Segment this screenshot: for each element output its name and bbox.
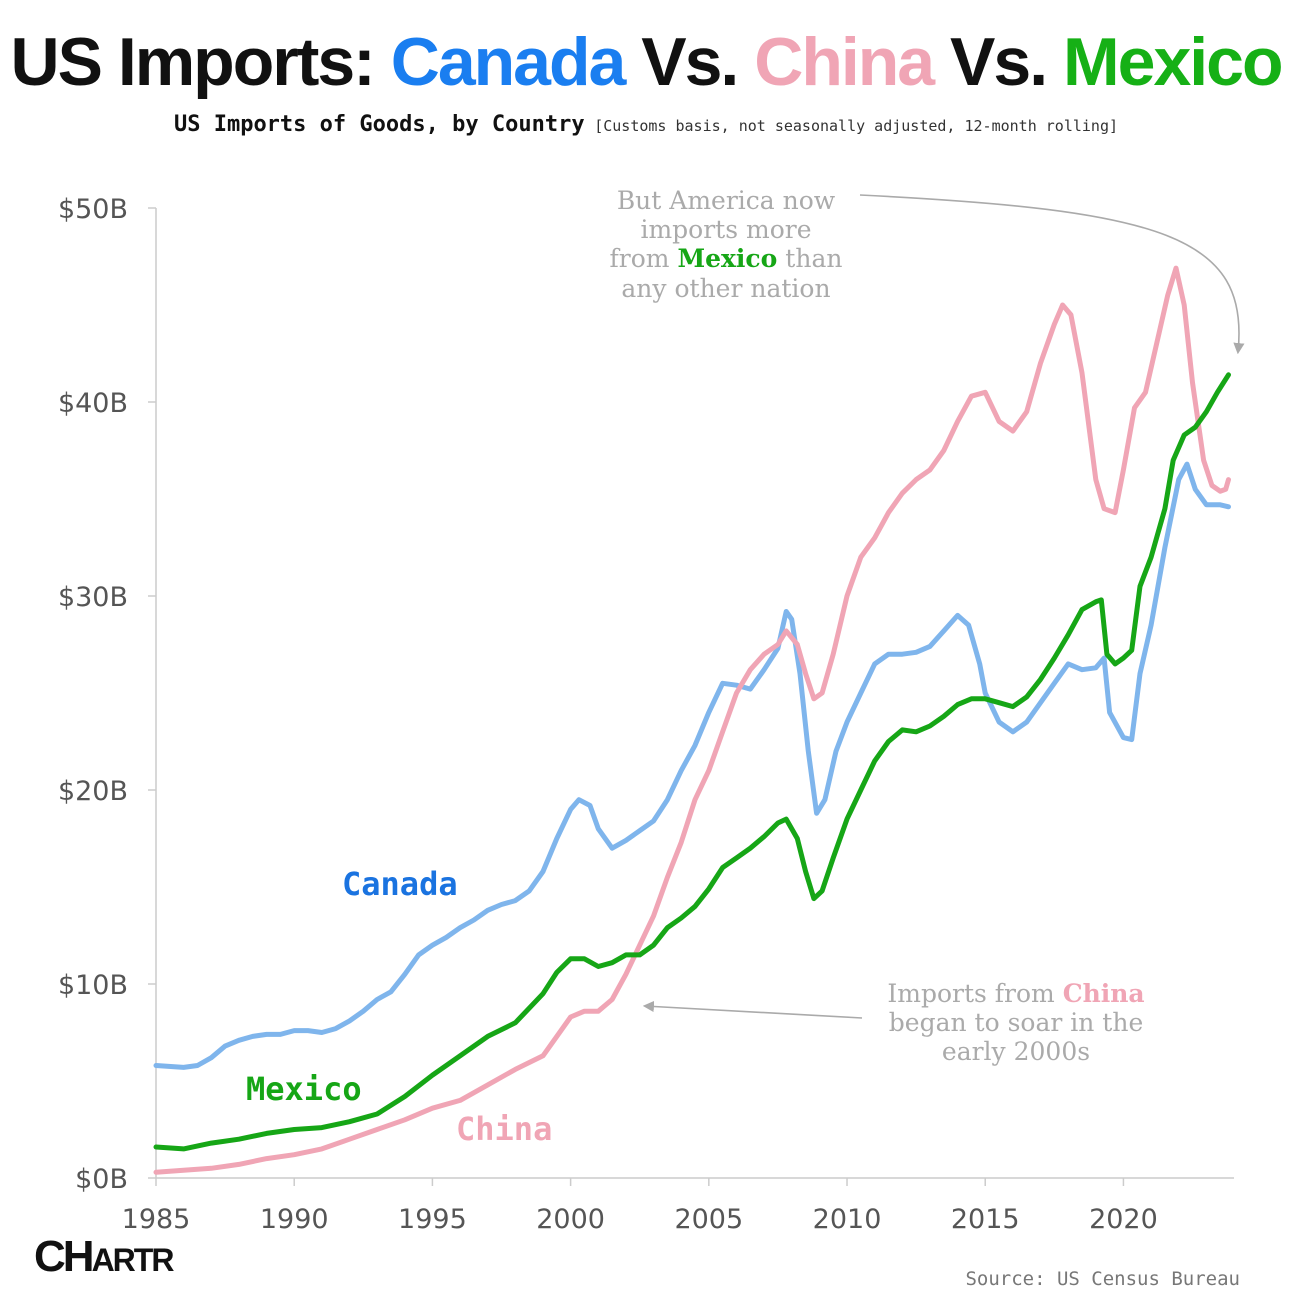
annotations: But America now imports more from Mexico… — [610, 186, 1245, 1066]
mexico-annotation-line-2: imports more — [640, 215, 811, 244]
chart-title: US Imports: Canada Vs. China Vs. Mexico — [0, 22, 1292, 102]
x-tick-label: 2005 — [674, 1204, 743, 1235]
series-label-china: China — [456, 1110, 552, 1148]
y-tick-label: $30B — [58, 582, 128, 613]
x-tick-label: 1990 — [260, 1204, 329, 1235]
x-tick-label: 1985 — [122, 1204, 191, 1235]
mexico-annotation-highlight: Mexico — [677, 244, 777, 273]
china-annotation-highlight: China — [1063, 979, 1145, 1008]
y-tick-label: $50B — [58, 194, 128, 225]
title-prefix: US Imports: — [10, 24, 391, 100]
mexico-annotation-than: than — [785, 244, 842, 273]
mexico-annotation-line-4: any other nation — [621, 274, 830, 303]
x-tick-label: 2010 — [813, 1204, 882, 1235]
mexico-annotation-line-3: from Mexico than — [610, 244, 843, 273]
mexico-annotation-arrow — [859, 194, 1245, 355]
series-line-china — [153, 265, 1231, 1175]
mexico-annotation-from: from — [610, 244, 670, 273]
y-tick-label: $10B — [58, 970, 128, 1001]
subtitle-main: US Imports of Goods, by Country — [173, 112, 585, 137]
title-canada: Canada — [390, 24, 627, 100]
china-annotation-line-1: Imports from China — [887, 979, 1144, 1008]
series-labels: Canada Mexico China — [246, 865, 552, 1148]
series-label-canada: Canada — [342, 865, 458, 903]
mexico-annotation-line-1: But America now — [617, 186, 836, 215]
china-annotation-prefix: Imports from — [887, 979, 1055, 1008]
title-mexico: Mexico — [1062, 24, 1284, 100]
china-annotation-line-2: began to soar in the — [889, 1008, 1143, 1037]
x-tick-label: 2020 — [1089, 1204, 1158, 1235]
chart-subtitle: US Imports of Goods, by Country [Customs… — [0, 112, 1292, 137]
subtitle-note: [Customs basis, not seasonally adjusted,… — [594, 117, 1119, 135]
y-tick-label: $40B — [58, 388, 128, 419]
series-lines — [153, 265, 1231, 1175]
series-line-canada — [153, 461, 1231, 1070]
title-vs-1: Vs. — [624, 24, 755, 100]
title-china: China — [754, 24, 935, 100]
series-line-mexico — [153, 372, 1231, 1152]
china-annotation-line-3: early 2000s — [942, 1037, 1090, 1066]
x-tick-label: 1995 — [398, 1204, 467, 1235]
series-label-mexico: Mexico — [246, 1070, 362, 1108]
x-tick-label: 2000 — [536, 1204, 605, 1235]
title-vs-2: Vs. — [933, 24, 1063, 100]
axes: $0B $10B $20B $30B $40B $50B 1985 1990 1995 2000 2… — [58, 194, 1234, 1235]
chartr-logo: CHARTR — [34, 1232, 174, 1281]
y-tick-label: $20B — [58, 776, 128, 807]
china-annotation-arrow — [642, 1000, 863, 1019]
x-tick-label: 2015 — [951, 1204, 1020, 1235]
source-note: Source: US Census Bureau — [965, 1268, 1240, 1290]
y-tick-label: $0B — [75, 1164, 128, 1195]
